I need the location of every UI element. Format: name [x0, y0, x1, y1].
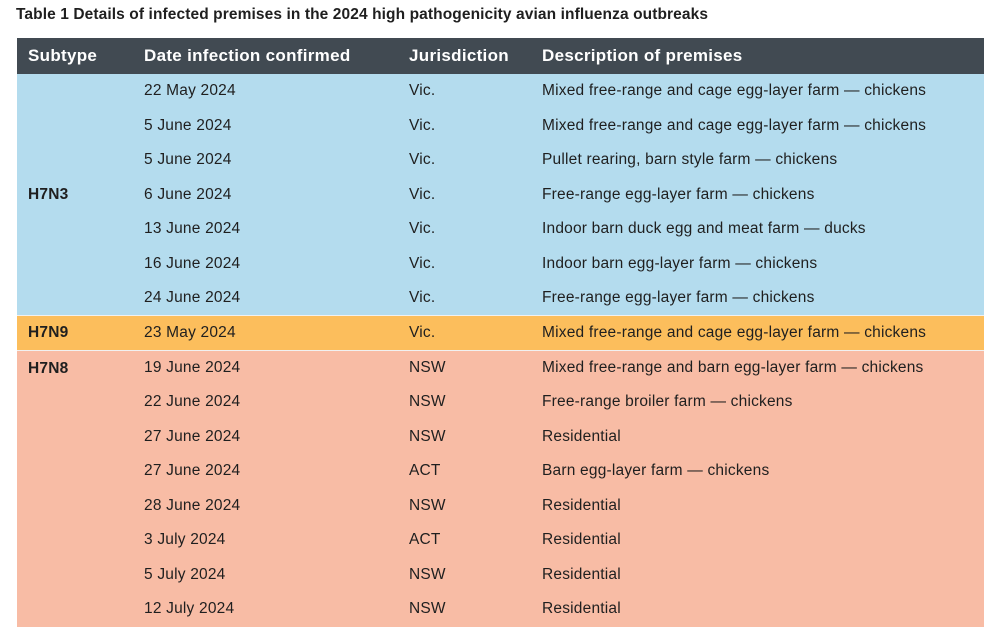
table-row: 24 June 2024 Vic. Free-range egg-layer far…	[17, 281, 984, 316]
table-row: H7N9 23 May 2024 Vic. Mixed free-range and …	[17, 315, 984, 351]
description-cell: Residential	[525, 557, 984, 593]
date-cell: 6 June 2024	[127, 177, 392, 213]
date-cell: 27 June 2024	[127, 454, 392, 489]
date-cell: 27 June 2024	[127, 419, 392, 455]
description-cell: Residential	[525, 592, 984, 627]
table-row: 5 June 2024 Vic. Pullet rearing, barn styl…	[17, 143, 984, 178]
jurisdiction-cell: NSW	[392, 419, 525, 455]
description-cell: Indoor barn egg-layer farm — chickens	[525, 246, 984, 282]
jurisdiction-cell: NSW	[392, 488, 525, 524]
date-cell: 28 June 2024	[127, 488, 392, 524]
table-row: 28 June 2024 NSW Residential	[17, 488, 984, 524]
jurisdiction-cell: NSW	[392, 557, 525, 593]
subtype-cell: H7N3	[17, 74, 127, 316]
table-row: H7N3 22 May 2024 Vic. Mixed free-range and …	[17, 74, 984, 316]
jurisdiction-cell: NSW	[392, 592, 525, 627]
jurisdiction-cell: Vic.	[392, 212, 525, 247]
date-cell: 3 July 2024	[127, 523, 392, 558]
jurisdiction-cell: ACT	[392, 523, 525, 558]
description-cell: Barn egg-layer farm — chickens	[525, 454, 984, 489]
infected-premises-table: Subtype Date infection confirmed Jurisdi…	[17, 38, 984, 627]
jurisdiction-cell: Vic.	[392, 246, 525, 282]
table-row: 5 July 2024 NSW Residential	[17, 557, 984, 593]
table-row: 13 June 2024 Vic. Indoor barn duck egg and…	[17, 212, 984, 247]
description-cell: Free-range egg-layer farm — chickens	[525, 177, 984, 213]
table-body: H7N3 22 May 2024 Vic. Mixed free-range and …	[17, 74, 984, 627]
header-jurisdiction: Jurisdiction	[409, 46, 509, 65]
description-cell: Free-range egg-layer farm — chickens	[525, 281, 984, 316]
jurisdiction-cell: NSW	[392, 384, 525, 420]
description-cell: Mixed free-range and barn egg-layer farm…	[525, 350, 984, 385]
header-description: Description of premises	[542, 46, 743, 65]
header-date: Date infection confirmed	[144, 46, 351, 65]
description-cell: Mixed free-range and cage egg-layer farm…	[525, 108, 984, 144]
description-cell: Mixed free-range and cage egg-layer farm…	[525, 74, 984, 109]
table-row: H7N8 19 June 2024 NSW Mixed free-range and …	[17, 350, 984, 627]
table-header-row: Subtype Date infection confirmed Jurisdi…	[17, 38, 984, 74]
table-row: 6 June 2024 Vic. Free-range egg-layer farm…	[17, 177, 984, 213]
date-cell: 5 June 2024	[127, 108, 392, 144]
date-cell: 5 July 2024	[127, 557, 392, 593]
date-cell: 16 June 2024	[127, 246, 392, 282]
description-cell: Residential	[525, 523, 984, 558]
table-row: 16 June 2024 Vic. Indoor barn egg-layer fa…	[17, 246, 984, 282]
header-subtype: Subtype	[28, 46, 98, 65]
jurisdiction-cell: Vic.	[392, 108, 525, 144]
description-cell: Indoor barn duck egg and meat farm — duc…	[525, 212, 984, 247]
table-row: 5 June 2024 Vic. Mixed free-range and cage…	[17, 108, 984, 144]
date-cell: 22 June 2024	[127, 384, 392, 420]
description-cell: Residential	[525, 419, 984, 455]
table-row: 27 June 2024 ACT Barn egg-layer farm — chi…	[17, 454, 984, 489]
date-cell: 24 June 2024	[127, 281, 392, 316]
jurisdiction-cell: Vic.	[392, 281, 525, 316]
date-cell: 19 June 2024	[127, 350, 392, 385]
date-cell: 5 June 2024	[127, 143, 392, 178]
description-cell: Pullet rearing, barn style farm — chicke…	[525, 143, 984, 178]
date-cell: 22 May 2024	[127, 74, 392, 109]
jurisdiction-cell: Vic.	[392, 74, 525, 109]
table-caption: Table 1 Details of infected premises in …	[16, 6, 709, 23]
description-cell: Free-range broiler farm — chickens	[525, 384, 984, 420]
table-row: 12 July 2024 NSW Residential	[17, 592, 984, 627]
description-cell: Mixed free-range and cage egg-layer farm…	[525, 315, 984, 351]
table-row: 27 June 2024 NSW Residential	[17, 419, 984, 455]
date-cell: 23 May 2024	[127, 315, 392, 351]
date-cell: 12 July 2024	[127, 592, 392, 627]
jurisdiction-cell: ACT	[392, 454, 525, 489]
subtype-cell: H7N8	[17, 350, 127, 627]
jurisdiction-cell: NSW	[392, 350, 525, 385]
jurisdiction-cell: Vic.	[392, 177, 525, 213]
table-row: 22 June 2024 NSW Free-range broiler farm —…	[17, 384, 984, 420]
description-cell: Residential	[525, 488, 984, 524]
table-row: 3 July 2024 ACT Residential	[17, 523, 984, 558]
subtype-cell: H7N9	[17, 315, 127, 351]
jurisdiction-cell: Vic.	[392, 143, 525, 178]
jurisdiction-cell: Vic.	[392, 315, 525, 351]
date-cell: 13 June 2024	[127, 212, 392, 247]
